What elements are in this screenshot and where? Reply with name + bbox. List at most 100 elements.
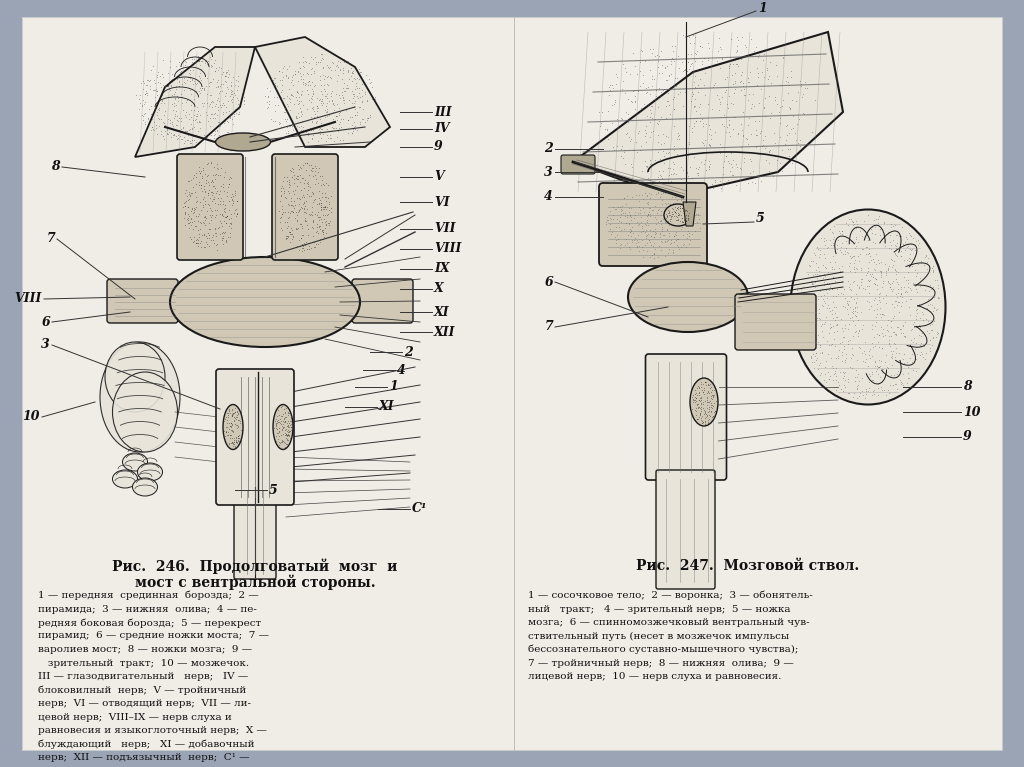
Point bbox=[354, 95, 371, 107]
Point bbox=[798, 316, 814, 328]
Point bbox=[840, 374, 856, 386]
Point bbox=[673, 161, 689, 173]
Point bbox=[224, 84, 241, 97]
Point bbox=[750, 79, 766, 91]
Point bbox=[857, 355, 873, 367]
Point bbox=[656, 205, 673, 217]
Point bbox=[215, 230, 231, 242]
Point bbox=[292, 67, 308, 79]
Point bbox=[694, 113, 711, 125]
Point bbox=[257, 90, 273, 102]
Point bbox=[782, 103, 799, 115]
Point bbox=[163, 130, 179, 143]
Point bbox=[284, 224, 300, 236]
Point bbox=[162, 61, 178, 73]
Point bbox=[892, 290, 908, 302]
Point bbox=[848, 364, 864, 376]
Point bbox=[367, 91, 383, 104]
Point bbox=[227, 436, 244, 448]
Point bbox=[201, 100, 217, 112]
Point bbox=[283, 199, 299, 211]
Point bbox=[659, 143, 676, 155]
Point bbox=[311, 70, 328, 82]
Point bbox=[223, 409, 240, 421]
Point bbox=[299, 203, 315, 216]
Text: XI: XI bbox=[379, 400, 394, 413]
Point bbox=[336, 84, 352, 97]
Point bbox=[733, 84, 750, 97]
Point bbox=[842, 311, 858, 324]
Point bbox=[783, 123, 800, 136]
Point bbox=[226, 418, 243, 430]
Point bbox=[197, 210, 213, 222]
Point bbox=[213, 208, 229, 220]
Point bbox=[739, 138, 756, 150]
Point bbox=[754, 65, 770, 77]
Point bbox=[695, 382, 712, 394]
Point bbox=[179, 189, 196, 202]
Point bbox=[695, 137, 712, 149]
Point bbox=[633, 211, 649, 223]
Point bbox=[857, 248, 873, 260]
Point bbox=[288, 112, 304, 124]
Point bbox=[864, 226, 881, 239]
Point bbox=[605, 201, 622, 213]
Point bbox=[915, 259, 932, 272]
Point bbox=[788, 118, 805, 130]
Point bbox=[313, 225, 330, 237]
Point bbox=[318, 77, 335, 90]
Point bbox=[687, 81, 703, 93]
Point bbox=[714, 91, 730, 103]
Point bbox=[218, 407, 234, 420]
Point bbox=[346, 100, 362, 113]
Point bbox=[700, 37, 717, 49]
Point bbox=[207, 64, 223, 77]
Point bbox=[801, 320, 817, 332]
Point bbox=[336, 56, 352, 68]
Point bbox=[646, 237, 663, 249]
Point bbox=[314, 62, 331, 74]
Point bbox=[803, 255, 819, 267]
Point bbox=[284, 74, 300, 86]
Point bbox=[679, 232, 695, 245]
Point bbox=[185, 64, 202, 76]
Point bbox=[842, 256, 858, 268]
Point bbox=[852, 264, 868, 276]
Point bbox=[273, 189, 290, 201]
Point bbox=[646, 50, 663, 62]
Point bbox=[740, 76, 757, 88]
Point bbox=[768, 70, 784, 82]
Point bbox=[643, 107, 659, 119]
Point bbox=[623, 209, 639, 222]
Point bbox=[186, 53, 203, 65]
Point bbox=[202, 120, 218, 133]
Point bbox=[827, 374, 844, 386]
Point bbox=[669, 229, 685, 242]
Point bbox=[690, 79, 707, 91]
Point bbox=[187, 56, 204, 68]
Point bbox=[217, 166, 233, 178]
Point bbox=[309, 225, 326, 237]
Point bbox=[860, 247, 877, 259]
Point bbox=[808, 264, 824, 276]
Point bbox=[851, 255, 867, 268]
Point bbox=[266, 79, 283, 91]
Point bbox=[229, 408, 246, 420]
Point bbox=[860, 248, 877, 260]
Point bbox=[826, 367, 843, 380]
Point bbox=[271, 430, 288, 442]
Point bbox=[825, 333, 842, 345]
Point bbox=[670, 127, 686, 139]
Point bbox=[889, 237, 905, 249]
Point bbox=[679, 166, 695, 178]
Point bbox=[211, 61, 227, 73]
Point bbox=[599, 210, 615, 222]
Point bbox=[616, 239, 633, 252]
Point bbox=[728, 44, 744, 56]
Point bbox=[671, 62, 687, 74]
Point bbox=[772, 151, 788, 163]
Point bbox=[670, 130, 686, 142]
Point bbox=[650, 146, 667, 159]
Point bbox=[878, 266, 894, 278]
Point bbox=[697, 376, 714, 388]
